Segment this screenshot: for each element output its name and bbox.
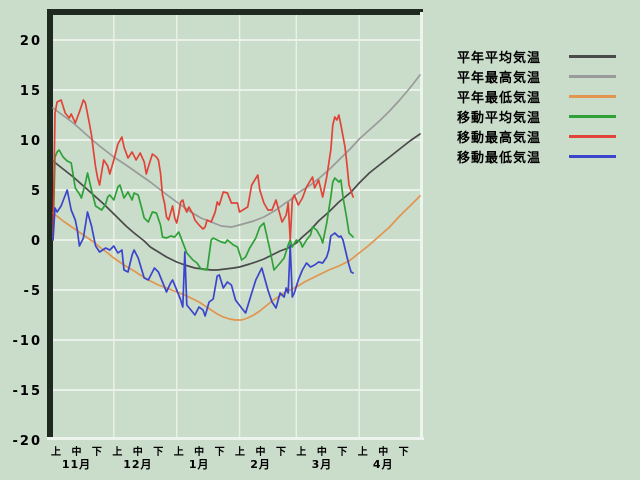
x-axis-tick-label: 下 xyxy=(337,446,347,458)
x-axis-tick-label: 上 xyxy=(296,445,306,458)
legend-line-swatch xyxy=(569,94,616,98)
series-line-moving-max xyxy=(52,99,354,241)
month-label: 12月 xyxy=(123,458,152,471)
x-axis-tick-label: 上 xyxy=(235,445,245,458)
legend-item: 移動最高気温 xyxy=(457,126,616,146)
x-axis-tick-label: 下 xyxy=(153,446,163,458)
legend: 平年平均気温 平年最高気温 平年最低気温 移動平均気温 移動最高気温 移動最低気… xyxy=(457,46,616,166)
legend-label: 平年最高気温 xyxy=(457,70,542,86)
series-line-normal-min xyxy=(52,195,421,321)
legend-label: 平年平均気温 xyxy=(457,50,542,66)
series-line-moving-min xyxy=(52,189,354,317)
legend-item: 平年最高気温 xyxy=(457,66,616,86)
x-axis-tick-label: 下 xyxy=(399,446,409,458)
x-axis-tick-label: 上 xyxy=(174,445,184,458)
frame-top-edge xyxy=(47,9,423,15)
x-axis-tick-label: 下 xyxy=(215,446,225,458)
frame-left-edge xyxy=(47,9,53,440)
legend-label: 移動最低気温 xyxy=(457,150,542,166)
legend-line-swatch xyxy=(569,114,616,118)
legend-line-swatch xyxy=(569,54,616,58)
series-line-normal-max xyxy=(52,74,421,228)
legend-label: 平年最低気温 xyxy=(457,90,542,106)
month-label: 1月 xyxy=(189,458,210,471)
legend-line-swatch xyxy=(569,134,616,138)
x-axis-tick-label: 下 xyxy=(92,446,102,458)
legend-line-swatch xyxy=(569,154,616,158)
x-axis-tick-label: 下 xyxy=(276,446,286,458)
x-axis-tick-label: 中 xyxy=(317,445,327,458)
month-label: 3月 xyxy=(312,458,333,471)
legend-item: 平年平均気温 xyxy=(457,46,616,66)
x-axis-tick-label: 上 xyxy=(358,445,368,458)
y-axis-label: 0 xyxy=(31,234,42,249)
x-axis-tick-label: 中 xyxy=(256,445,266,458)
month-label: 4月 xyxy=(373,458,394,471)
y-axis-label: -10 xyxy=(13,334,43,349)
month-label: 11月 xyxy=(62,458,91,471)
x-axis-tick-label: 中 xyxy=(71,445,81,458)
y-axis-label: -15 xyxy=(13,384,43,399)
legend-item: 移動平均気温 xyxy=(457,106,616,126)
month-label: 2月 xyxy=(250,458,271,471)
x-axis-tick-label: 上 xyxy=(51,445,61,458)
y-axis-label: 5 xyxy=(31,184,42,199)
y-axis-label: -20 xyxy=(13,434,43,449)
y-axis-label: 20 xyxy=(20,34,42,49)
legend-label: 移動最高気温 xyxy=(457,130,542,146)
frame-bottom-edge xyxy=(47,437,424,440)
x-axis-tick-label: 上 xyxy=(112,445,122,458)
series-line-normal-average xyxy=(52,133,421,271)
legend-line-swatch xyxy=(569,74,616,78)
frame-right-edge xyxy=(420,12,423,439)
y-axis-label: 10 xyxy=(20,134,42,149)
legend-item: 平年最低気温 xyxy=(457,86,616,106)
series-line-moving-average xyxy=(52,149,354,271)
y-axis-label: 15 xyxy=(20,84,42,99)
y-axis-label: -5 xyxy=(24,284,42,299)
legend-item: 移動最低気温 xyxy=(457,146,616,166)
legend-label: 移動平均気温 xyxy=(457,110,542,126)
x-axis-tick-label: 中 xyxy=(194,445,204,458)
x-axis-tick-label: 中 xyxy=(133,445,143,458)
x-axis-tick-label: 中 xyxy=(378,445,388,458)
